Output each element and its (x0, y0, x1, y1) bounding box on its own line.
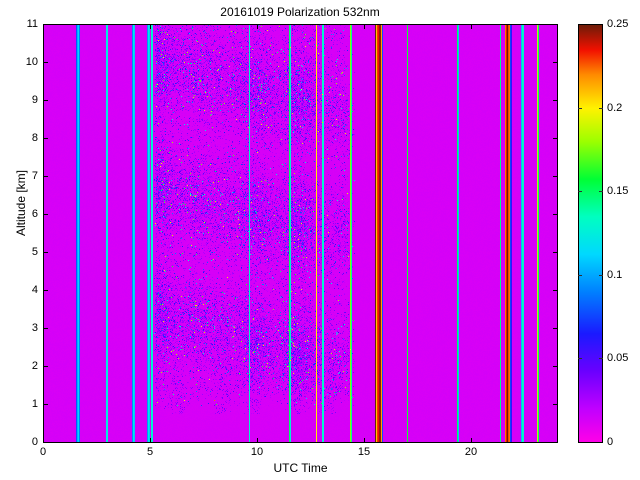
colorbar-tick-mark (578, 275, 582, 276)
y-tick-mark (43, 176, 48, 177)
x-tick-mark (364, 24, 365, 29)
y-tick-mark (43, 24, 48, 25)
y-tick-label: 4 (31, 284, 38, 296)
y-tick-label: 7 (31, 170, 38, 182)
y-tick-mark (43, 404, 48, 405)
y-tick-mark (553, 214, 558, 215)
x-tick-label: 10 (250, 446, 264, 458)
y-tick-mark (43, 328, 48, 329)
y-tick-mark (553, 138, 558, 139)
y-tick-mark (553, 442, 558, 443)
y-tick-mark (43, 100, 48, 101)
colorbar-tick-mark (599, 108, 603, 109)
y-tick-mark (553, 62, 558, 63)
y-tick-label: 0 (31, 436, 38, 448)
y-tick-label: 10 (25, 56, 38, 68)
page-title: 20161019 Polarization 532nm (220, 5, 380, 19)
x-tick-mark (364, 438, 365, 443)
y-tick-label: 3 (31, 322, 38, 334)
x-tick-mark (257, 438, 258, 443)
x-tick-mark (150, 438, 151, 443)
y-tick-mark (553, 24, 558, 25)
x-tick-mark (257, 24, 258, 29)
colorbar-tick-label: 0.2 (607, 102, 623, 114)
x-tick-mark (471, 438, 472, 443)
y-tick-label: 1 (31, 398, 38, 410)
colorbar-tick-mark (599, 275, 603, 276)
y-tick-mark (553, 404, 558, 405)
y-tick-mark (43, 366, 48, 367)
x-tick-mark (150, 24, 151, 29)
y-tick-mark (553, 252, 558, 253)
colorbar-tick-mark (578, 108, 582, 109)
x-tick-label: 20 (464, 446, 478, 458)
colorbar-tick-label: 0 (607, 436, 614, 448)
y-tick-mark (553, 176, 558, 177)
y-tick-label: 9 (31, 94, 38, 106)
y-axis-title: Altitude [km] (14, 169, 28, 237)
colorbar-tick-mark (599, 191, 603, 192)
x-tick-mark (43, 24, 44, 29)
colorbar-tick-mark (578, 358, 582, 359)
heatmap-image (44, 25, 557, 442)
y-tick-label: 5 (31, 246, 38, 258)
x-tick-mark (43, 438, 44, 443)
colorbar-tick-mark (578, 191, 582, 192)
y-tick-mark (43, 290, 48, 291)
y-tick-mark (553, 366, 558, 367)
y-tick-mark (553, 328, 558, 329)
colorbar (578, 24, 603, 443)
colorbar-tick-mark (599, 358, 603, 359)
colorbar-tick-label: 0.1 (607, 269, 623, 281)
y-tick-label: 2 (31, 360, 38, 372)
x-tick-mark (471, 24, 472, 29)
heatmap-plot-area (43, 24, 558, 443)
y-tick-label: 6 (31, 208, 38, 220)
x-tick-label: 5 (146, 446, 154, 458)
y-tick-mark (553, 100, 558, 101)
colorbar-gradient (579, 25, 602, 442)
x-axis-title: UTC Time (273, 461, 328, 475)
colorbar-tick-label: 0.15 (607, 185, 629, 197)
y-tick-label: 11 (26, 18, 38, 30)
colorbar-tick-label: 0.25 (607, 18, 629, 30)
y-tick-label: 8 (31, 132, 38, 144)
y-tick-mark (43, 442, 48, 443)
y-tick-mark (43, 214, 48, 215)
y-tick-mark (43, 252, 48, 253)
y-tick-mark (43, 62, 48, 63)
colorbar-tick-label: 0.05 (607, 352, 629, 364)
y-tick-mark (43, 138, 48, 139)
y-tick-mark (553, 290, 558, 291)
x-tick-label: 0 (39, 446, 47, 458)
x-tick-label: 15 (357, 446, 371, 458)
